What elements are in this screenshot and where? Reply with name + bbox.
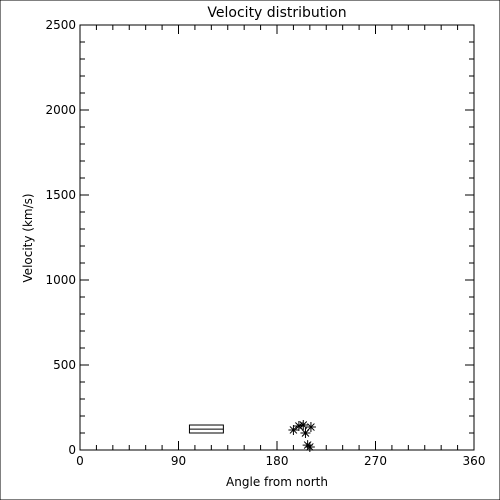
point (298, 420, 309, 431)
x-tick-label: 360 (463, 454, 486, 468)
y-tick-label: 2000 (45, 103, 76, 117)
x-tick-label: 180 (266, 454, 289, 468)
y-axis-label: Velocity (km/s) (21, 193, 35, 282)
x-tick-label: 270 (364, 454, 387, 468)
point (305, 422, 316, 433)
x-axis-label: Angle from north (226, 475, 328, 489)
point (304, 441, 315, 452)
point (293, 421, 304, 432)
y-tick-label: 500 (53, 358, 76, 372)
point (288, 424, 299, 435)
y-tick-label: 0 (68, 443, 76, 457)
point (300, 428, 311, 438)
x-tick-label: 90 (171, 454, 186, 468)
y-tick-label: 1000 (45, 273, 76, 287)
plot-frame (79, 24, 475, 451)
x-tick-label: 0 (76, 454, 84, 468)
y-tick-label: 2500 (45, 18, 76, 32)
y-tick-label: 1500 (45, 188, 76, 202)
chart-title: Velocity distribution (207, 5, 346, 21)
